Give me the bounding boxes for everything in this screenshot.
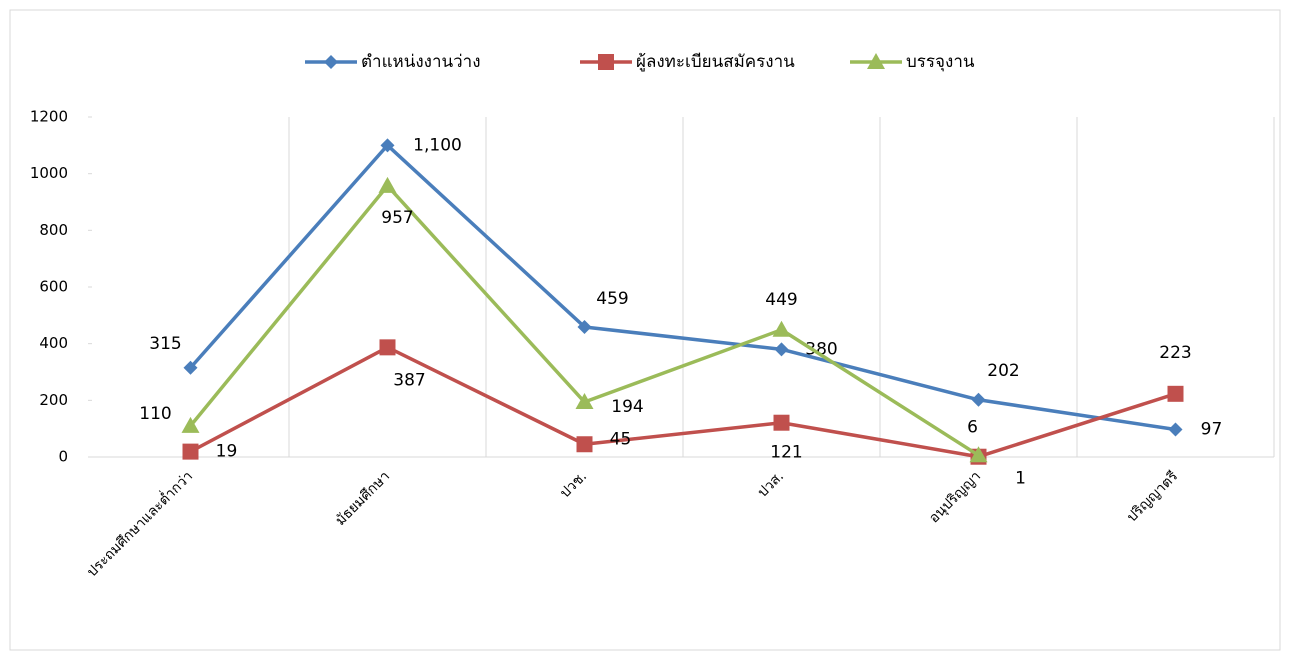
y-tick-label: 0 — [58, 448, 68, 466]
data-label: 459 — [596, 289, 628, 309]
point — [182, 443, 199, 460]
series-line — [189, 143, 1176, 432]
point — [378, 176, 397, 193]
point — [576, 436, 593, 453]
data-label: 19 — [216, 442, 238, 462]
legend-marker — [598, 54, 614, 70]
legend-marker — [324, 55, 338, 69]
data-label: 1,100 — [413, 135, 462, 155]
data-label: 449 — [765, 290, 797, 310]
data-label: 6 — [967, 417, 978, 437]
data-label: 223 — [1159, 343, 1191, 363]
y-tick-label: 400 — [39, 334, 68, 352]
data-label: 957 — [381, 208, 413, 228]
data-label: 194 — [611, 397, 643, 417]
data-label: 380 — [805, 339, 837, 359]
point — [181, 416, 200, 433]
point — [577, 319, 592, 334]
y-tick-label: 800 — [39, 221, 68, 239]
point — [969, 446, 988, 463]
point — [183, 360, 198, 375]
data-label: 121 — [770, 443, 802, 463]
point — [1168, 422, 1183, 437]
point — [380, 138, 395, 153]
legend-label: บรรจุงาน — [906, 52, 975, 72]
series-line — [189, 345, 1177, 459]
y-tick-label: 600 — [39, 278, 68, 296]
data-label: 202 — [987, 361, 1019, 381]
chart-border — [9, 9, 1281, 651]
y-tick-label: 1000 — [30, 164, 68, 182]
point — [773, 414, 790, 431]
data-label: 387 — [393, 370, 425, 390]
y-tick-label: 200 — [39, 391, 68, 409]
legend-label: ผู้ลงทะเบียนสมัครงาน — [636, 52, 795, 72]
data-label: 45 — [610, 429, 632, 449]
point — [379, 339, 396, 356]
point — [774, 342, 789, 357]
data-label: 315 — [149, 334, 181, 354]
point — [772, 320, 791, 337]
point — [1167, 385, 1184, 402]
data-label: 1 — [1015, 469, 1026, 489]
point — [575, 393, 594, 410]
y-tick-label: 1200 — [30, 108, 68, 126]
point — [971, 392, 986, 407]
data-label: 110 — [139, 404, 171, 424]
legend-marker — [867, 53, 885, 69]
data-label: 97 — [1201, 420, 1223, 440]
legend-label: ตำแหน่งงานว่าง — [361, 52, 481, 72]
